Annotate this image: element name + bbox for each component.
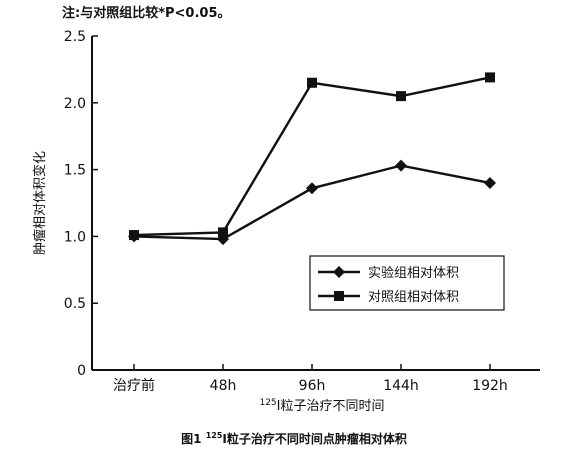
x-axis-label: 125I粒子治疗不同时间 (259, 398, 384, 414)
y-tick-label: 0.5 (64, 296, 86, 312)
figure-caption: 图1 125I粒子治疗不同时间点肿瘤相对体积 (0, 430, 588, 447)
legend-marker (333, 266, 345, 278)
legend-label: 对照组相对体积 (368, 290, 459, 305)
legend-label: 实验组相对体积 (368, 265, 459, 281)
series-line-2 (133, 76, 491, 237)
data-point (129, 230, 139, 241)
x-tick-label: 96h (299, 378, 326, 394)
caption-superscript: 125 (205, 431, 223, 440)
y-tick-label: 2.5 (64, 29, 86, 45)
x-tick-label: 192h (472, 378, 508, 394)
data-point (484, 176, 496, 189)
data-point (307, 77, 317, 88)
data-point (485, 72, 495, 83)
series-line-1 (133, 164, 491, 241)
y-axis-label: 肿瘤相对体积变化 (32, 151, 48, 255)
y-tick-label: 2.0 (64, 96, 86, 112)
chart-note: 注:与对照组比较*P<0.05。 (62, 6, 231, 21)
caption-fig-no: 图1 (181, 432, 202, 446)
x-tick-label: 144h (383, 378, 419, 394)
data-point (395, 159, 407, 172)
legend-marker (334, 291, 344, 301)
x-tick-label: 48h (210, 378, 237, 394)
x-tick-label: 治疗前 (113, 377, 155, 394)
y-tick-label: 0 (77, 363, 86, 379)
data-point (218, 227, 228, 238)
y-tick-label: 1.5 (64, 163, 86, 179)
y-tick-label: 1.0 (64, 229, 86, 245)
caption-text: I粒子治疗不同时间点肿瘤相对体积 (222, 432, 407, 446)
data-point (306, 182, 318, 195)
data-point (396, 91, 406, 102)
